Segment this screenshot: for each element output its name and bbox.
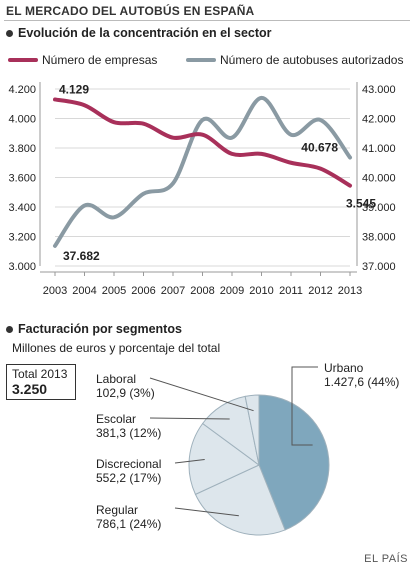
source-credit: EL PAÍS <box>364 553 408 565</box>
pie-chart-title: Facturación por segmentos <box>18 322 182 336</box>
page-title: EL MERCADO DEL AUTOBÚS EN ESPAÑA <box>6 4 255 18</box>
x-tick-label: 2011 <box>279 285 303 297</box>
y-right-tick-label: 43.000 <box>362 84 396 96</box>
pie-slice-regular <box>194 464 286 536</box>
pie-label-value: 552,2 (17%) <box>96 471 161 485</box>
legend-label-0: Número de empresas <box>42 53 157 67</box>
bullet-icon <box>6 325 13 333</box>
title-divider <box>4 20 410 21</box>
x-tick-label: 2004 <box>72 285 96 297</box>
leader-line <box>149 417 230 420</box>
pie-chart-heading: Facturación por segmentos <box>6 322 182 336</box>
pie-label-name: Urbano <box>324 361 364 375</box>
y-left-tick-label: 3.000 <box>8 261 36 273</box>
series-line-empresas <box>53 97 352 188</box>
y-right-tick-label: 37.000 <box>362 261 396 273</box>
pie-label-name: Laboral <box>96 372 136 386</box>
x-tick-label: 2013 <box>338 285 362 297</box>
x-tick-label: 2006 <box>131 285 155 297</box>
pie-label-name: Escolar <box>96 412 136 426</box>
pie-label-value: 1.427,6 (44%) <box>324 375 399 389</box>
y-right-tick-label: 39.000 <box>362 202 396 214</box>
x-tick-label: 2003 <box>43 285 67 297</box>
x-tick-label: 2012 <box>308 285 332 297</box>
total-box: Total 2013 3.250 <box>6 364 76 400</box>
pie-label-name: Discrecional <box>96 457 161 471</box>
x-tick-label: 2008 <box>190 285 214 297</box>
x-tick-label: 2010 <box>249 285 273 297</box>
total-label: Total 2013 <box>12 367 68 381</box>
pie-label-value: 102,9 (3%) <box>96 386 155 400</box>
pie-label-value: 381,3 (12%) <box>96 426 161 440</box>
legend-label-1: Número de autobuses autorizados <box>220 53 403 67</box>
pie-label-value: 786,1 (24%) <box>96 517 161 531</box>
x-tick-label: 2005 <box>102 285 126 297</box>
y-left-tick-label: 4.200 <box>8 84 36 96</box>
line-chart-title: Evolución de la concentración en el sect… <box>18 26 272 40</box>
y-left-tick-label: 4.000 <box>8 114 36 126</box>
pie-slice-discrecional <box>188 422 260 496</box>
pie-slice-urbano <box>258 394 330 531</box>
y-left-tick-label: 3.800 <box>8 143 36 155</box>
y-right-tick-label: 40.000 <box>362 173 396 185</box>
bullet-icon <box>6 29 13 37</box>
data-label: 37.682 <box>63 249 100 263</box>
pie-chart-subtitle: Millones de euros y porcentaje del total <box>12 341 221 355</box>
total-value: 3.250 <box>12 381 48 397</box>
y-left-tick-label: 3.200 <box>8 232 36 244</box>
data-label: 3.545 <box>346 197 376 211</box>
leader-line <box>174 459 205 464</box>
pie-label-name: Regular <box>96 503 138 517</box>
leader-line <box>174 507 239 517</box>
y-right-tick-label: 38.000 <box>362 232 396 244</box>
y-left-tick-label: 3.600 <box>8 173 36 185</box>
x-tick-label: 2009 <box>220 285 244 297</box>
x-tick-label: 2007 <box>161 285 185 297</box>
y-right-tick-label: 42.000 <box>362 114 396 126</box>
y-right-tick-label: 41.000 <box>362 143 396 155</box>
line-chart-heading: Evolución de la concentración en el sect… <box>6 26 272 40</box>
pie-slice-laboral <box>244 394 260 466</box>
leader-line <box>149 377 254 412</box>
data-label: 4.129 <box>59 82 89 96</box>
data-label: 40.678 <box>301 140 338 154</box>
series-line-autobuses <box>53 95 352 248</box>
leader-line <box>291 366 318 446</box>
y-left-tick-label: 3.400 <box>8 202 36 214</box>
